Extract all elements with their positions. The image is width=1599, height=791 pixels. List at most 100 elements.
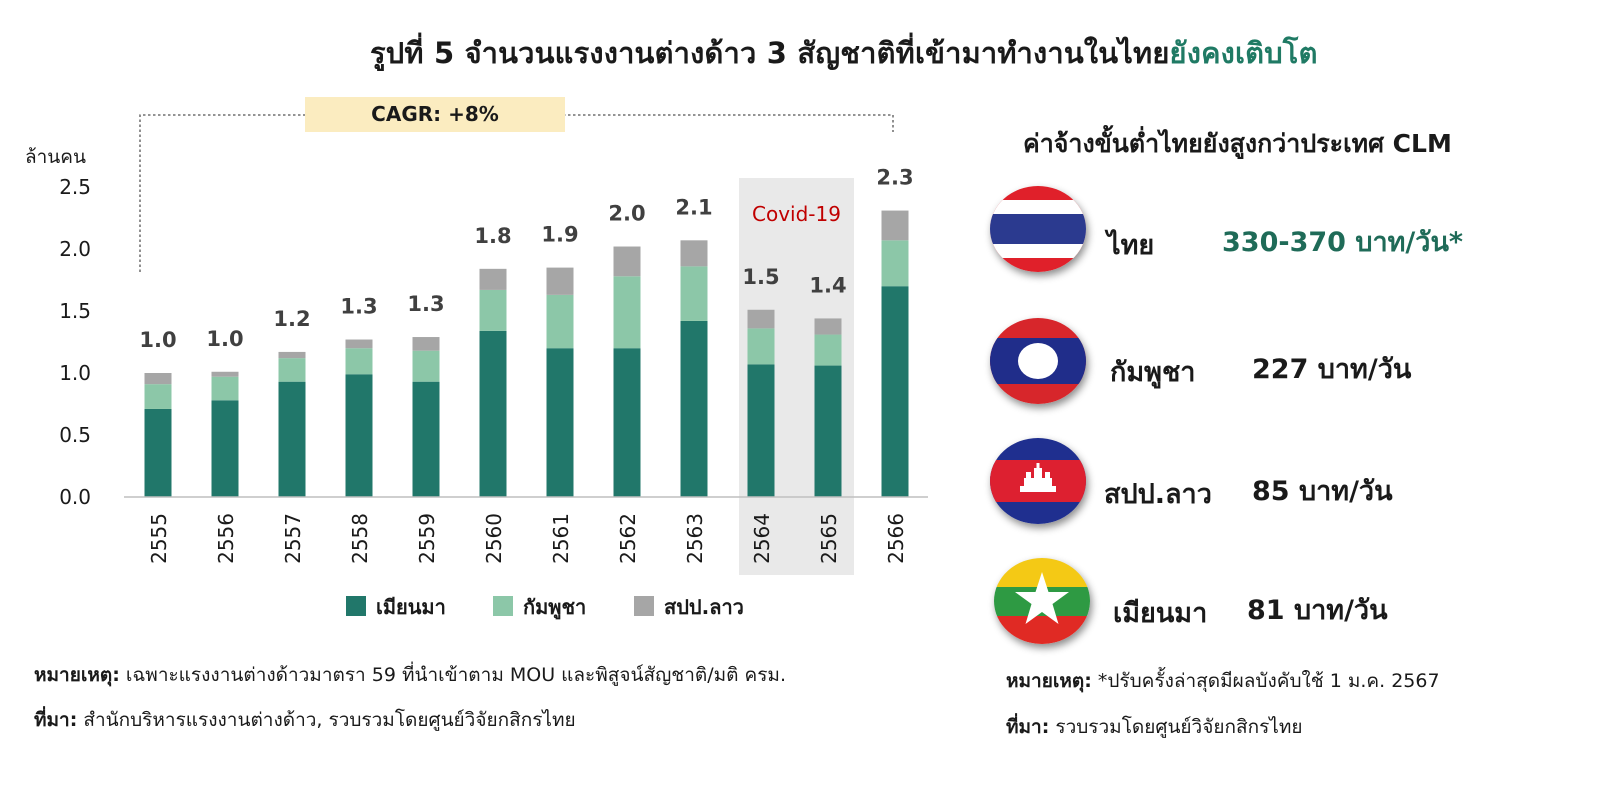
thailand-flag bbox=[990, 186, 1086, 272]
x-tick-label: 2557 bbox=[281, 513, 305, 564]
country-label-laos: สปป.ลาว bbox=[1104, 479, 1212, 510]
x-tick-label: 2565 bbox=[817, 513, 841, 564]
bar-segment bbox=[814, 365, 842, 497]
legend-label: เมียนมา bbox=[376, 595, 446, 619]
wage-source: ที่มา: รวบรวมโดยศูนย์วิจัยกสิกรไทย bbox=[1006, 712, 1303, 742]
y-tick-label: 0.0 bbox=[59, 485, 91, 509]
bar-total-label: 1.2 bbox=[273, 307, 310, 331]
source-label: ที่มา: bbox=[34, 709, 78, 731]
bar-segment bbox=[881, 210, 909, 241]
bar-segment bbox=[747, 309, 775, 329]
bar-total-label: 1.5 bbox=[742, 265, 779, 289]
bar-segment bbox=[680, 240, 708, 267]
cambodia-flag-icon bbox=[990, 438, 1086, 524]
x-tick-label: 2556 bbox=[214, 513, 238, 564]
cagr-label: CAGR: +8% bbox=[371, 102, 499, 126]
wage-source-label: ที่มา: bbox=[1006, 716, 1050, 738]
myanmar-flag bbox=[994, 558, 1090, 644]
bar-segment bbox=[613, 348, 641, 497]
note-label: หมายเหตุ: bbox=[34, 664, 120, 686]
wage-value-myanmar: 81 บาท/วัน bbox=[1247, 595, 1388, 626]
bar-total-label: 1.3 bbox=[407, 292, 444, 316]
bar-segment bbox=[747, 364, 775, 497]
x-tick-label: 2562 bbox=[616, 513, 640, 564]
wage-panel-title: ค่าจ้างขั้นต่ำไทยยังสูงกว่าประเทศ CLM bbox=[1023, 129, 1452, 158]
bar-segment bbox=[680, 266, 708, 321]
x-tick-label: 2563 bbox=[683, 513, 707, 564]
x-tick-label: 2559 bbox=[415, 513, 439, 564]
cagr-box bbox=[305, 97, 565, 132]
source-text: สำนักบริหารแรงงานต่างด้าว, รวบรวมโดยศูนย… bbox=[77, 709, 576, 731]
bar-segment bbox=[814, 334, 842, 366]
bar-segment bbox=[747, 328, 775, 365]
legend-swatch bbox=[346, 596, 366, 616]
country-label-myanmar: เมียนมา bbox=[1113, 598, 1208, 629]
bar-segment bbox=[211, 371, 239, 377]
bar-segment bbox=[546, 348, 574, 497]
country-label-cambodia: กัมพูชา bbox=[1110, 357, 1196, 388]
legend-label: กัมพูชา bbox=[523, 595, 586, 621]
bar-segment bbox=[345, 348, 373, 375]
thailand-flag-icon bbox=[990, 186, 1086, 272]
y-tick-label: 1.0 bbox=[59, 361, 91, 385]
x-tick-label: 2558 bbox=[348, 513, 372, 564]
title-main: รูปที่ 5 จำนวนแรงงานต่างด้าว 3 สัญชาติที… bbox=[370, 36, 1170, 70]
legend-swatch bbox=[634, 596, 654, 616]
note-text: เฉพาะแรงงานต่างด้าวมาตรา 59 ที่นำเข้าตาม… bbox=[119, 664, 786, 686]
bar-segment bbox=[278, 351, 306, 359]
bar-segment bbox=[412, 337, 440, 351]
x-tick-label: 2555 bbox=[147, 513, 171, 564]
bar-segment bbox=[345, 374, 373, 497]
bar-segment bbox=[881, 286, 909, 497]
bar-segment bbox=[613, 276, 641, 349]
x-tick-label: 2564 bbox=[750, 513, 774, 564]
bar-segment bbox=[278, 358, 306, 382]
bar-segment bbox=[814, 318, 842, 335]
page-title: รูปที่ 5 จำนวนแรงงานต่างด้าว 3 สัญชาติที… bbox=[370, 30, 1318, 76]
bar-total-label: 2.0 bbox=[608, 202, 645, 226]
legend-swatch bbox=[493, 596, 513, 616]
bar-segment bbox=[144, 408, 172, 497]
legend-label: สปป.ลาว bbox=[664, 595, 744, 619]
title-highlight: ยังคงเติบโต bbox=[1169, 36, 1318, 70]
bar-segment bbox=[613, 246, 641, 277]
bar-segment bbox=[278, 381, 306, 497]
bar-segment bbox=[680, 320, 708, 497]
x-tick-label: 2560 bbox=[482, 513, 506, 564]
y-axis-label: ล้านคน bbox=[25, 146, 86, 168]
cambodia-flag bbox=[990, 438, 1086, 524]
wage-note: หมายเหตุ: *ปรับครั้งล่าสุดมีผลบังคับใช้ … bbox=[1006, 666, 1440, 696]
x-tick-label: 2561 bbox=[549, 513, 573, 564]
bar-total-label: 1.9 bbox=[541, 223, 578, 247]
country-label-thailand: ไทย bbox=[1107, 230, 1155, 261]
wage-note-label: หมายเหตุ: bbox=[1006, 670, 1092, 692]
bar-segment bbox=[211, 376, 239, 401]
wage-value-thailand: 330-370 บาท/วัน* bbox=[1222, 227, 1464, 258]
bar-total-label: 1.0 bbox=[139, 328, 176, 352]
chart-source: ที่มา: สำนักบริหารแรงงานต่างด้าว, รวบรวม… bbox=[34, 705, 576, 735]
bar-segment bbox=[546, 267, 574, 295]
bar-total-label: 2.3 bbox=[876, 166, 913, 190]
bar-total-label: 2.1 bbox=[675, 195, 712, 219]
bar-segment bbox=[412, 381, 440, 497]
wage-source-text: รวบรวมโดยศูนย์วิจัยกสิกรไทย bbox=[1049, 716, 1303, 738]
bar-segment bbox=[211, 400, 239, 497]
covid-label: Covid-19 bbox=[752, 202, 841, 226]
stacked-bar-chart: Covid-19 CAGR: +8% ล้านคน 0.0 0.5 1.0 1.5 2.0 2.… bbox=[25, 97, 928, 621]
y-tick-label: 2.0 bbox=[59, 237, 91, 261]
wage-value-laos: 85 บาท/วัน bbox=[1252, 476, 1393, 507]
x-tick-label: 2566 bbox=[884, 513, 908, 564]
bar-segment bbox=[881, 240, 909, 287]
bar-segment bbox=[546, 294, 574, 349]
bar-segment bbox=[144, 384, 172, 409]
bar-total-label: 1.4 bbox=[809, 273, 846, 297]
bar-total-label: 1.3 bbox=[340, 295, 377, 319]
bar-total-label: 1.8 bbox=[474, 224, 511, 248]
y-tick-label: 2.5 bbox=[59, 175, 91, 199]
chart-note: หมายเหตุ: เฉพาะแรงงานต่างด้าวมาตรา 59 ที… bbox=[34, 660, 786, 690]
bar-segment bbox=[412, 350, 440, 382]
y-tick-label: 0.5 bbox=[59, 423, 91, 447]
y-tick-label: 1.5 bbox=[59, 299, 91, 323]
wage-value-cambodia: 227 บาท/วัน bbox=[1252, 354, 1412, 385]
bar-segment bbox=[144, 373, 172, 385]
